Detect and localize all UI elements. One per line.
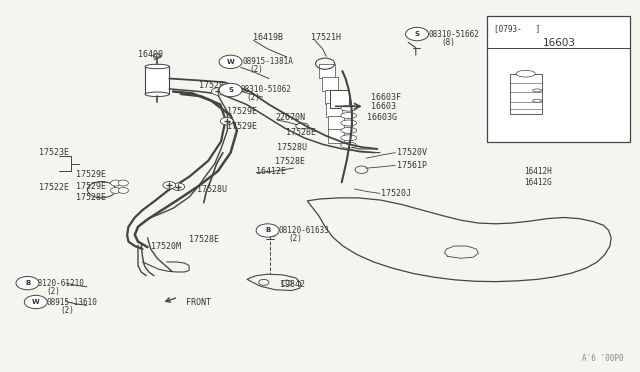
Text: 17520M: 17520M xyxy=(152,241,181,250)
Text: 17528E: 17528E xyxy=(275,157,305,166)
Bar xyxy=(319,64,335,78)
Ellipse shape xyxy=(145,64,170,69)
Text: 08310-51062: 08310-51062 xyxy=(240,85,291,94)
Ellipse shape xyxy=(296,123,308,129)
Ellipse shape xyxy=(340,128,356,134)
Circle shape xyxy=(118,187,129,193)
Text: 22670N: 22670N xyxy=(275,113,305,122)
Circle shape xyxy=(163,182,175,189)
Bar xyxy=(328,129,344,142)
Text: 17528E: 17528E xyxy=(285,128,316,137)
Text: 16412H: 16412H xyxy=(524,167,552,176)
Text: 08120-61210: 08120-61210 xyxy=(34,279,84,288)
Text: (2): (2) xyxy=(250,65,264,74)
Text: B: B xyxy=(25,280,30,286)
Bar xyxy=(328,116,344,130)
Ellipse shape xyxy=(145,92,170,96)
Text: 17529E: 17529E xyxy=(76,170,106,179)
Circle shape xyxy=(111,187,121,193)
Text: 19842: 19842 xyxy=(280,280,305,289)
Circle shape xyxy=(219,55,242,68)
Text: 17528E: 17528E xyxy=(189,235,219,244)
Circle shape xyxy=(172,183,184,190)
Bar xyxy=(325,90,341,104)
Text: W: W xyxy=(227,59,234,65)
Text: 16419B: 16419B xyxy=(253,33,283,42)
Text: 17528U: 17528U xyxy=(197,185,227,194)
Text: (2): (2) xyxy=(288,234,302,243)
Text: 17528U: 17528U xyxy=(276,142,307,151)
Ellipse shape xyxy=(340,120,356,126)
Text: 17529E: 17529E xyxy=(227,108,257,116)
Text: S: S xyxy=(415,31,420,37)
Text: 17521H: 17521H xyxy=(311,33,341,42)
Text: S: S xyxy=(228,87,233,93)
Text: 17529E: 17529E xyxy=(76,182,106,190)
Text: (2): (2) xyxy=(246,93,260,102)
Circle shape xyxy=(220,118,233,125)
Text: W: W xyxy=(32,299,40,305)
Ellipse shape xyxy=(532,89,541,92)
Ellipse shape xyxy=(340,142,356,148)
Text: 16603: 16603 xyxy=(371,102,396,111)
Bar xyxy=(509,74,541,115)
Circle shape xyxy=(211,88,224,95)
Circle shape xyxy=(24,295,47,309)
Ellipse shape xyxy=(340,105,356,111)
Bar xyxy=(145,67,170,94)
Ellipse shape xyxy=(532,99,541,102)
Text: (2): (2) xyxy=(47,287,61,296)
Text: (2): (2) xyxy=(60,306,74,315)
Text: 17520J: 17520J xyxy=(381,189,411,198)
Text: 16603: 16603 xyxy=(542,38,575,48)
Text: B: B xyxy=(265,227,270,234)
Text: 17561P: 17561P xyxy=(397,161,427,170)
Text: 08915-13610: 08915-13610 xyxy=(47,298,97,307)
Text: 17529E: 17529E xyxy=(227,122,257,131)
Text: (8): (8) xyxy=(442,38,455,47)
Text: 08120-61633: 08120-61633 xyxy=(278,226,330,235)
Circle shape xyxy=(118,180,129,186)
Text: A'6 '00P0: A'6 '00P0 xyxy=(582,354,623,363)
Ellipse shape xyxy=(516,70,535,77)
Text: FRONT: FRONT xyxy=(186,298,211,307)
Text: 17520V: 17520V xyxy=(397,148,427,157)
Ellipse shape xyxy=(340,113,356,119)
Bar xyxy=(326,103,342,117)
Text: 08310-51662: 08310-51662 xyxy=(429,29,479,39)
Circle shape xyxy=(16,276,39,290)
Text: 16603: 16603 xyxy=(540,44,567,53)
Text: 16400: 16400 xyxy=(138,50,163,59)
Text: [0793-   ]: [0793- ] xyxy=(493,25,540,33)
Circle shape xyxy=(111,180,121,186)
Text: 17522E: 17522E xyxy=(39,183,69,192)
Bar xyxy=(322,77,338,91)
Circle shape xyxy=(256,224,279,237)
Bar xyxy=(330,90,349,108)
Text: 16603G: 16603G xyxy=(367,113,397,122)
Text: 16412G: 16412G xyxy=(524,178,552,187)
Text: 16603F: 16603F xyxy=(371,93,401,102)
Text: 08915-1381A: 08915-1381A xyxy=(242,57,293,66)
Circle shape xyxy=(219,83,242,97)
Text: 17523E: 17523E xyxy=(39,148,69,157)
Circle shape xyxy=(406,28,429,41)
Ellipse shape xyxy=(340,135,356,141)
Text: 17528E: 17528E xyxy=(76,193,106,202)
Text: 17528: 17528 xyxy=(198,81,223,90)
Bar xyxy=(487,16,630,142)
Text: 16412E: 16412E xyxy=(256,167,286,176)
